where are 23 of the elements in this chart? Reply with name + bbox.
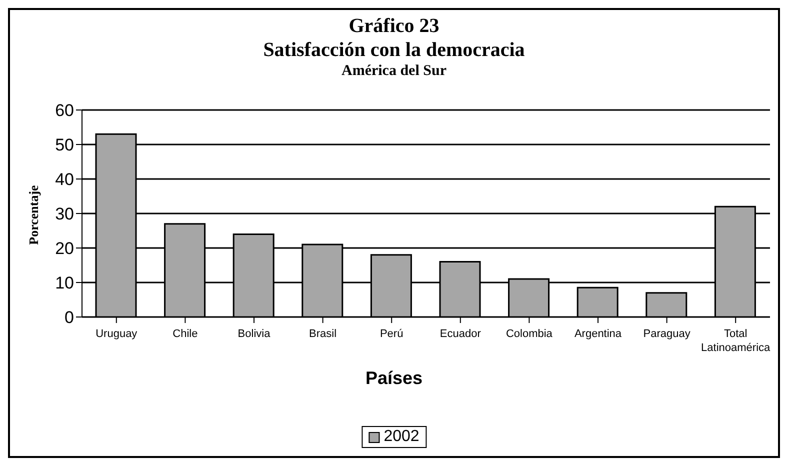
text: América del Sur	[340, 62, 448, 80]
x-tick-label: Paraguay	[643, 328, 691, 340]
chart-subtitle: Satisfacción con la democracia	[262, 38, 526, 62]
x-tick-label: Total Latinoamérica	[701, 328, 772, 354]
y-tick-label: 60	[55, 101, 74, 120]
y-axis-title: Porcentaje	[26, 185, 42, 245]
y-tick-label: 30	[55, 204, 74, 224]
x-tick-label: Uruguay	[96, 328, 138, 340]
x-tick-label: Chile	[172, 328, 198, 340]
y-tick-label: 50	[55, 136, 74, 155]
y-tick-label: 40	[55, 170, 74, 190]
x-tick-label: Bolivia	[238, 328, 272, 340]
x-tick-label: Perú	[380, 328, 404, 340]
x-tick-label: Argentina	[574, 328, 622, 340]
legend-label: 2002	[382, 428, 420, 446]
x-tick-label: Ecuador	[440, 328, 482, 340]
y-tick-label: 0	[64, 308, 74, 328]
x-axis-title: Países	[364, 368, 424, 389]
y-tick-label: 10	[55, 274, 74, 293]
chart-title: Gráfico 23	[348, 14, 440, 38]
y-tick-label: 20	[55, 239, 74, 258]
x-tick-label: Colombia	[506, 328, 554, 340]
x-tick-label: Brasil	[309, 328, 337, 340]
